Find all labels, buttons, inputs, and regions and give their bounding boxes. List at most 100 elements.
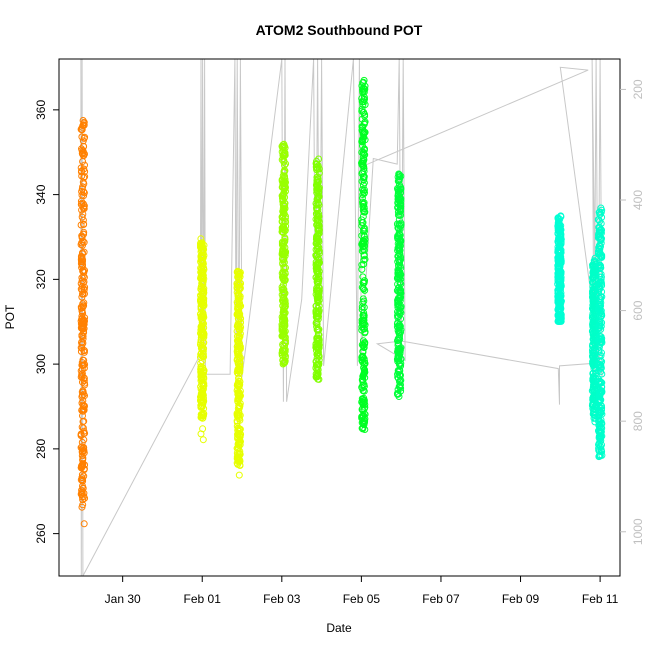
data-point	[361, 321, 369, 329]
data-point	[281, 357, 289, 365]
data-point	[279, 180, 287, 188]
data-point	[281, 297, 289, 304]
data-point	[80, 316, 88, 324]
data-point	[315, 259, 323, 267]
data-point	[78, 445, 86, 453]
data-point	[359, 191, 367, 198]
data-point	[596, 314, 604, 322]
data-point	[313, 284, 321, 292]
data-point	[314, 175, 322, 183]
series-1	[197, 235, 208, 444]
data-point	[597, 262, 604, 270]
data-point	[197, 350, 205, 358]
data-point	[80, 429, 88, 437]
data-point	[396, 333, 403, 341]
data-point	[235, 458, 242, 466]
data-point	[596, 378, 604, 386]
data-point	[198, 352, 206, 360]
data-point	[394, 353, 402, 361]
data-point	[234, 315, 242, 322]
data-point	[394, 269, 402, 277]
data-point	[361, 366, 368, 374]
data-point	[236, 387, 244, 395]
x-tick-label: Feb 09	[502, 592, 540, 606]
data-point	[361, 111, 369, 118]
data-point	[81, 494, 89, 502]
data-point	[360, 190, 368, 197]
data-point	[79, 424, 87, 432]
data-point	[557, 291, 565, 299]
data-point	[596, 232, 603, 240]
data-point	[234, 295, 242, 303]
data-point	[197, 363, 205, 371]
data-point	[279, 320, 287, 328]
data-point	[197, 300, 205, 307]
data-point	[313, 204, 321, 212]
data-point	[596, 417, 603, 425]
data-point	[595, 224, 603, 232]
data-point	[79, 388, 87, 396]
data-point	[233, 268, 241, 276]
data-point	[280, 329, 288, 337]
data-point	[235, 415, 243, 423]
data-point	[360, 278, 368, 286]
plot-frame	[58, 58, 621, 577]
data-point	[79, 456, 87, 463]
data-point	[597, 357, 605, 365]
data-point	[360, 405, 368, 413]
data-point	[591, 329, 599, 337]
data-point	[598, 254, 605, 261]
data-point	[197, 392, 205, 400]
data-point	[394, 203, 402, 211]
y2-tick-label: 600	[631, 300, 645, 320]
data-point	[394, 308, 401, 316]
data-point	[77, 444, 85, 452]
data-point	[314, 361, 322, 369]
data-point	[80, 180, 88, 188]
data-point	[199, 425, 207, 433]
series-5	[358, 76, 369, 433]
data-point	[78, 344, 86, 352]
data-point	[394, 189, 402, 197]
data-point	[556, 242, 564, 250]
data-point	[79, 460, 87, 468]
data-point	[315, 275, 323, 283]
data-point	[315, 338, 322, 345]
y2-tick-label: 200	[631, 79, 645, 99]
data-point	[81, 173, 89, 181]
data-point	[281, 161, 288, 169]
data-point	[235, 275, 243, 283]
data-point	[280, 258, 288, 266]
data-point	[360, 146, 368, 154]
data-point	[234, 370, 242, 378]
data-point	[359, 295, 367, 303]
data-point	[358, 247, 366, 255]
data-point	[598, 388, 606, 396]
data-point	[394, 335, 402, 343]
data-point	[556, 310, 564, 318]
data-point	[360, 199, 368, 207]
data-point	[235, 326, 243, 333]
data-point	[79, 407, 87, 415]
data-point	[314, 298, 322, 306]
data-point	[315, 193, 323, 200]
data-point	[199, 243, 207, 251]
data-point	[197, 269, 205, 277]
data-point	[282, 218, 290, 226]
x-tick-label: Feb 01	[184, 592, 222, 606]
data-point	[236, 345, 244, 353]
data-point	[394, 313, 402, 321]
data-point	[396, 346, 404, 354]
data-point	[395, 240, 403, 248]
data-point	[280, 140, 288, 148]
data-point	[281, 333, 289, 341]
data-point	[79, 302, 87, 310]
data-point	[199, 367, 207, 375]
data-point	[77, 125, 85, 133]
data-point	[197, 265, 205, 273]
data-point	[313, 216, 321, 224]
data-point	[78, 185, 86, 193]
data-point	[359, 299, 367, 307]
data-point	[280, 238, 288, 246]
data-point	[597, 387, 605, 395]
